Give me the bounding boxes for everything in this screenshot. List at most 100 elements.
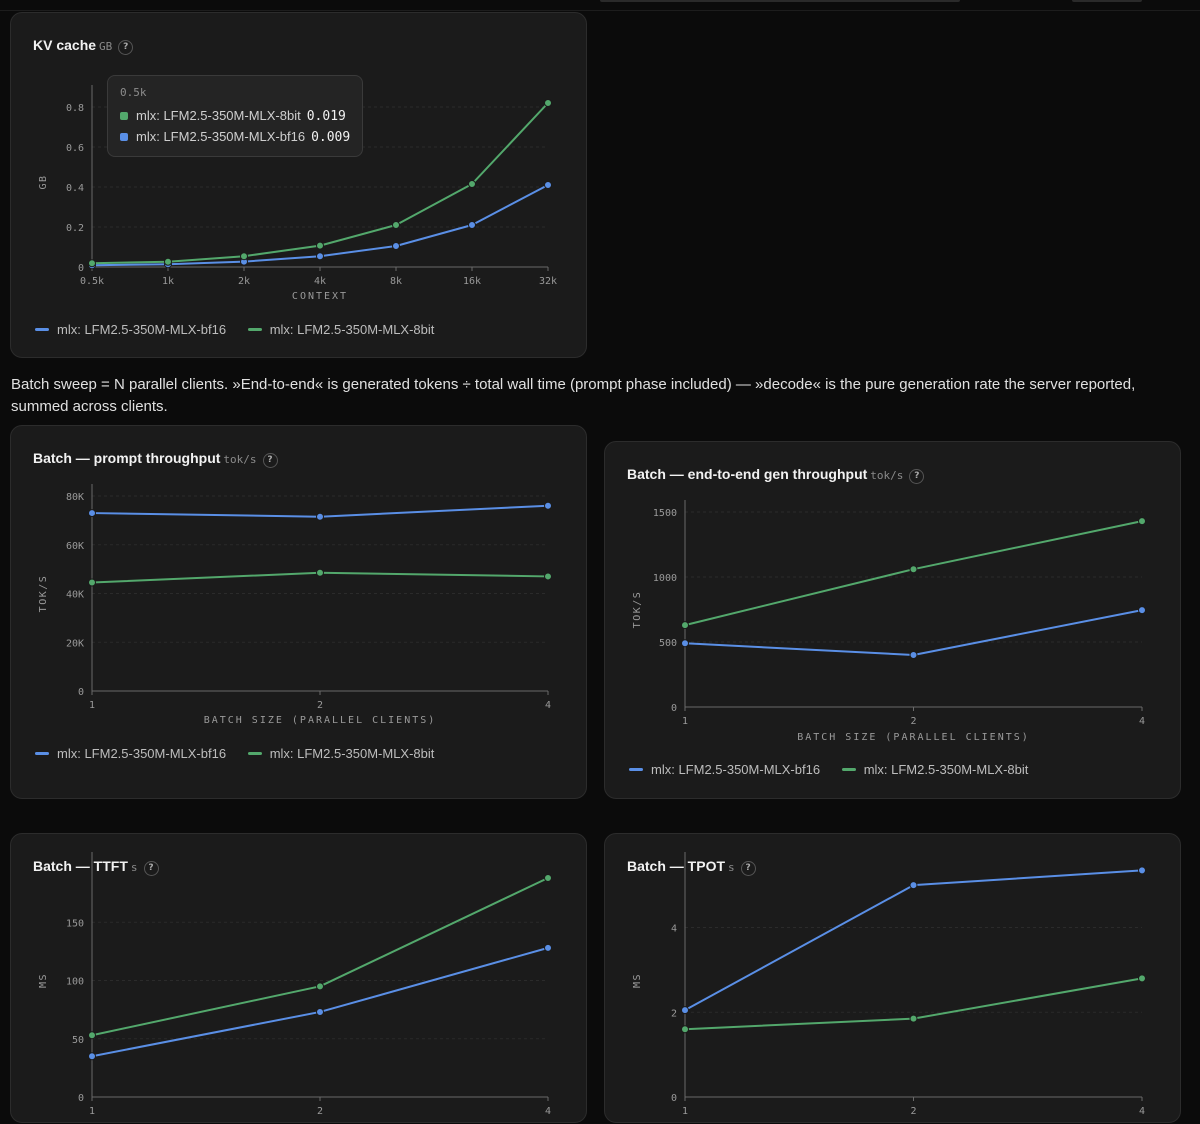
y-tick-label: 80K (66, 492, 84, 503)
card-title-text: Batch — end-to-end gen throughput (627, 466, 868, 482)
help-icon[interactable]: ? (143, 861, 159, 876)
top-bar (0, 0, 1200, 11)
tooltip-swatch (120, 133, 128, 141)
kv-cache-chart: 0 0.2 0.4 0.6 0.8 0.5k 1k 2k 4k 8k 16k 32k CONTEXT GB (38, 85, 557, 302)
legend-item-bf16[interactable]: mlx: LFM2.5-350M-MLX-bf16 (629, 762, 820, 777)
x-axis-label: CONTEXT (292, 291, 348, 302)
e2e-throughput-chart: 0 500 1000 1500 1 2 4 BATCH SIZE (PARALLEL CLIE… (632, 500, 1146, 743)
data-point-bf16 (909, 651, 918, 659)
legend-item-bf16[interactable]: mlx: LFM2.5-350M-MLX-bf16 (35, 746, 226, 761)
data-point-8bit (468, 180, 476, 188)
data-point-bf16 (544, 943, 552, 952)
card-title: Batch — end-to-end gen throughput tok/s? (627, 466, 925, 484)
x-tick-label: 1 (682, 716, 688, 727)
y-tick-label: 500 (659, 638, 677, 649)
data-point-8bit (544, 99, 552, 107)
tooltip-row: mlx: LFM2.5-350M-MLX-bf16 0.009 (120, 129, 350, 150)
data-point-8bit (240, 252, 248, 261)
data-point-bf16 (88, 509, 96, 518)
data-point-8bit (88, 259, 96, 268)
prompt-throughput-card: Batch — prompt throughput tok/s? 0 20K 40K 6… (10, 425, 587, 799)
data-point-bf16 (88, 1052, 96, 1061)
series-line-bf16 (91, 946, 549, 1058)
top-tab-indicator (1072, 0, 1142, 2)
card-title-unit: tok/s (870, 469, 904, 482)
x-tick-label: 2 (910, 1106, 916, 1117)
tpot-chart: 0 2 4 1 2 4 MS (632, 852, 1146, 1117)
x-tick-label: 4k (314, 276, 326, 287)
help-icon[interactable]: ? (118, 40, 134, 55)
card-title-unit: GB (99, 40, 113, 53)
series-line-bf16 (684, 609, 1143, 656)
legend-label: mlx: LFM2.5-350M-MLX-8bit (269, 746, 435, 761)
data-point-bf16 (544, 181, 552, 189)
data-point-bf16 (392, 242, 400, 250)
data-point-bf16 (909, 881, 918, 890)
card-title-text: Batch — TPOT (627, 858, 726, 874)
y-tick-label: 60K (66, 541, 84, 552)
x-tick-label: 2 (317, 1106, 323, 1117)
data-point-8bit (1138, 517, 1146, 526)
series-line-bf16 (684, 869, 1143, 1012)
tooltip-header: 0.5k (120, 86, 147, 99)
card-title-text: Batch — TTFT (33, 858, 128, 874)
data-point-8bit (681, 1025, 689, 1034)
legend-swatch-8bit (247, 752, 262, 755)
legend-swatch-bf16 (35, 328, 49, 331)
tooltip-series: mlx: LFM2.5-350M-MLX-8bit (136, 108, 301, 123)
x-axis-label: BATCH SIZE (PARALLEL CLIENTS) (797, 732, 1030, 743)
help-icon[interactable]: ? (909, 469, 925, 484)
data-point-bf16 (316, 512, 324, 521)
y-axis-label: TOK/S (38, 575, 49, 613)
card-title-text: Batch — prompt throughput (33, 450, 221, 466)
data-point-bf16 (316, 1007, 324, 1016)
data-point-8bit (316, 982, 324, 991)
ttft-card: Batch — TTFT s? 0 50 100 150 1 2 4 MS (10, 833, 587, 1123)
legend-swatch-8bit (247, 328, 262, 331)
data-point-bf16 (316, 252, 324, 261)
x-tick-label: 2 (317, 700, 323, 711)
card-title-unit: s (728, 861, 735, 874)
y-tick-label: 1500 (653, 508, 677, 519)
chart-legend: mlx: LFM2.5-350M-MLX-bf16 mlx: LFM2.5-35… (35, 746, 452, 761)
data-point-8bit (909, 1014, 918, 1023)
data-point-8bit (544, 572, 552, 581)
x-tick-label: 1 (89, 1106, 95, 1117)
legend-label: mlx: LFM2.5-350M-MLX-bf16 (57, 746, 227, 761)
tooltip-series: mlx: LFM2.5-350M-MLX-bf16 (136, 129, 306, 144)
legend-item-8bit[interactable]: mlx: LFM2.5-350M-MLX-8bit (247, 322, 435, 337)
x-tick-label: 2 (910, 716, 916, 727)
y-tick-label: 20K (66, 638, 84, 649)
legend-label: mlx: LFM2.5-350M-MLX-bf16 (651, 762, 821, 777)
help-icon[interactable]: ? (262, 453, 278, 468)
y-axis-label: MS (632, 973, 643, 988)
data-point-8bit (316, 568, 324, 577)
data-point-bf16 (1138, 606, 1146, 615)
y-tick-label: 0 (671, 1093, 677, 1104)
legend-item-8bit[interactable]: mlx: LFM2.5-350M-MLX-8bit (247, 746, 435, 761)
data-point-8bit (681, 621, 689, 630)
y-tick-label: 0 (671, 703, 677, 714)
tooltip-swatch (120, 112, 128, 120)
tpot-card: Batch — TPOT s? 0 2 4 1 2 4 MS (604, 833, 1181, 1123)
chart-legend: mlx: LFM2.5-350M-MLX-bf16 mlx: LFM2.5-35… (629, 762, 1046, 777)
tooltip-value: 0.009 (311, 130, 351, 145)
y-tick-label: 50 (72, 1035, 84, 1046)
data-point-8bit (544, 873, 552, 882)
card-title: Batch — TTFT s? (33, 858, 159, 876)
data-point-8bit (1138, 974, 1146, 983)
x-tick-label: 1 (89, 700, 95, 711)
y-tick-label: 0 (78, 687, 84, 698)
help-icon[interactable]: ? (740, 861, 756, 876)
x-tick-label: 0.5k (80, 276, 104, 287)
card-title: KV cache GB? (33, 37, 134, 55)
y-tick-label: 100 (66, 977, 84, 988)
x-axis-label: BATCH SIZE (PARALLEL CLIENTS) (204, 715, 437, 726)
legend-label: mlx: LFM2.5-350M-MLX-8bit (269, 322, 435, 337)
legend-item-bf16[interactable]: mlx: LFM2.5-350M-MLX-bf16 (35, 322, 226, 337)
chart-legend: mlx: LFM2.5-350M-MLX-bf16 mlx: LFM2.5-35… (35, 322, 452, 337)
x-tick-label: 2k (238, 276, 250, 287)
legend-item-8bit[interactable]: mlx: LFM2.5-350M-MLX-8bit (841, 762, 1028, 777)
x-tick-label: 8k (390, 276, 402, 287)
x-tick-label: 4 (1139, 716, 1145, 727)
